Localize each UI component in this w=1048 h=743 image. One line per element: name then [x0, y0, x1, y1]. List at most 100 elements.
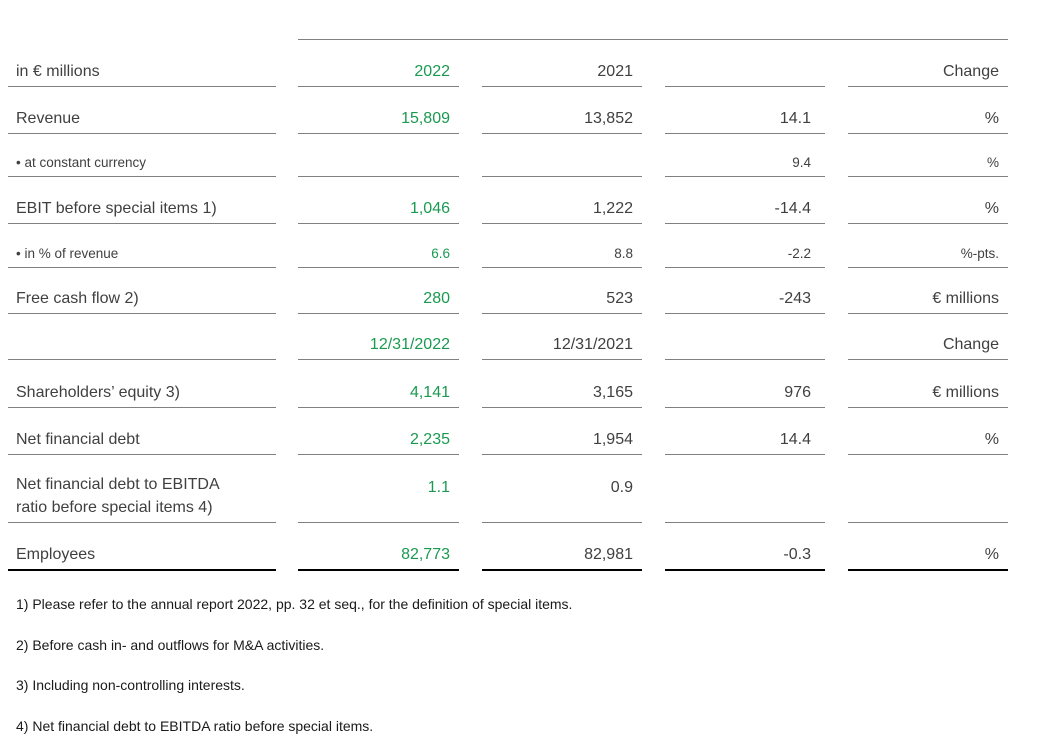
- change-value: 14.4: [665, 408, 825, 455]
- change-value: -14.4: [665, 177, 825, 224]
- row-label-text: in € millions: [16, 63, 100, 80]
- value-2021: 2021: [482, 40, 642, 87]
- row-label: Employees: [8, 523, 276, 571]
- value-2021-text: 12/31/2021: [552, 336, 633, 353]
- change-unit: € millions: [848, 268, 1008, 314]
- change-unit-text: Change: [942, 63, 999, 80]
- value-2022-text: 1,046: [409, 200, 450, 217]
- change-value: -243: [665, 268, 825, 314]
- row-label-text: Free cash flow 2): [16, 290, 139, 307]
- row-label: Net financial debt to EBITDA ratio before…: [8, 455, 276, 523]
- row-label: Shareholders’ equity 3): [8, 360, 276, 408]
- value-2021: 8.8: [482, 224, 642, 268]
- value-2022: 15,809: [298, 87, 459, 134]
- change-value: [665, 455, 825, 523]
- row-label: Net financial debt: [8, 408, 276, 455]
- value-2021: 12/31/2021: [482, 314, 642, 360]
- change-unit: %: [848, 87, 1008, 134]
- change-unit: %: [848, 134, 1008, 177]
- change-unit-text: %: [984, 431, 999, 448]
- row-label: • at constant currency: [8, 134, 276, 177]
- row-label: [8, 314, 276, 360]
- value-2022: 2022: [298, 40, 459, 87]
- change-value: -2.2: [665, 224, 825, 268]
- row-label-text: Employees: [16, 546, 96, 563]
- value-2022-text: 4,141: [409, 384, 450, 401]
- change-unit-text: %: [984, 546, 999, 563]
- change-value: 14.1: [665, 87, 825, 134]
- change-unit-text: Change: [942, 336, 999, 353]
- value-2022-text: 82,773: [401, 546, 450, 563]
- value-2022: [298, 134, 459, 177]
- value-2021-text: 523: [606, 290, 633, 307]
- row-label-line: ratio before special items 4): [16, 499, 213, 516]
- footnote-3: 3) Including non-controlling interests.: [16, 677, 245, 693]
- value-2021-text: 13,852: [584, 110, 633, 127]
- value-2022-text: 2022: [414, 63, 450, 80]
- value-2021: 3,165: [482, 360, 642, 408]
- row-label-text: EBIT before special items 1): [16, 200, 217, 217]
- change-unit: %-pts.: [848, 224, 1008, 268]
- change-value: [665, 40, 825, 87]
- change-value-text: -2.2: [787, 246, 811, 261]
- value-2021: 523: [482, 268, 642, 314]
- change-unit: %: [848, 523, 1008, 571]
- value-2022: 82,773: [298, 523, 459, 571]
- value-2021: 13,852: [482, 87, 642, 134]
- value-2021-text: 3,165: [592, 384, 633, 401]
- change-unit-text: %-pts.: [960, 246, 999, 261]
- change-value: 9.4: [665, 134, 825, 177]
- value-2021: [482, 134, 642, 177]
- value-2022-text: 1.1: [427, 478, 450, 496]
- row-label: Revenue: [8, 87, 276, 134]
- change-value-text: -243: [778, 290, 811, 307]
- change-unit: %: [848, 177, 1008, 224]
- change-value-text: 9.4: [792, 155, 811, 170]
- value-2022: 6.6: [298, 224, 459, 268]
- change-unit-text: € millions: [932, 384, 999, 401]
- value-2022-text: 6.6: [431, 246, 450, 261]
- value-2021-text: 0.9: [610, 478, 633, 496]
- value-2022-text: 2,235: [409, 431, 450, 448]
- value-2021-text: 8.8: [614, 246, 633, 261]
- value-2021: 1,222: [482, 177, 642, 224]
- change-unit: %: [848, 408, 1008, 455]
- change-unit: [848, 455, 1008, 523]
- change-value-text: 976: [784, 384, 811, 401]
- value-2022: 1.1: [298, 455, 459, 523]
- row-label: • in % of revenue: [8, 224, 276, 268]
- value-2021: 0.9: [482, 455, 642, 523]
- change-unit-text: € millions: [932, 290, 999, 307]
- value-2022-text: 12/31/2022: [369, 336, 450, 353]
- change-value: -0.3: [665, 523, 825, 571]
- change-value-text: 14.1: [779, 110, 811, 127]
- change-value: [665, 314, 825, 360]
- change-unit: € millions: [848, 360, 1008, 408]
- change-unit-text: %: [984, 200, 999, 217]
- value-2021: 82,981: [482, 523, 642, 571]
- row-label-text: Shareholders’ equity 3): [16, 384, 180, 401]
- value-2022-text: 280: [423, 290, 450, 307]
- value-2021: 1,954: [482, 408, 642, 455]
- value-2022: 4,141: [298, 360, 459, 408]
- footnote-4: 4) Net financial debt to EBITDA ratio be…: [16, 718, 374, 734]
- change-value-text: -0.3: [783, 546, 811, 563]
- footnote-2: 2) Before cash in- and outflows for M&A …: [16, 637, 325, 653]
- value-2021-text: 1,954: [592, 431, 633, 448]
- change-unit: Change: [848, 40, 1008, 87]
- change-unit: Change: [848, 314, 1008, 360]
- value-2022: 1,046: [298, 177, 459, 224]
- row-label: EBIT before special items 1): [8, 177, 276, 224]
- row-label-text: • in % of revenue: [16, 246, 119, 261]
- row-label-line: Net financial debt to EBITDA: [16, 476, 220, 493]
- value-2022-text: 15,809: [401, 110, 450, 127]
- change-unit-text: %: [984, 110, 999, 127]
- value-2022: 2,235: [298, 408, 459, 455]
- change-unit-text: %: [986, 155, 999, 170]
- value-2021-text: 82,981: [584, 546, 633, 563]
- value-2021-text: 1,222: [592, 200, 633, 217]
- row-label-text: Revenue: [16, 110, 81, 127]
- value-2022: 280: [298, 268, 459, 314]
- change-value-text: 14.4: [779, 431, 811, 448]
